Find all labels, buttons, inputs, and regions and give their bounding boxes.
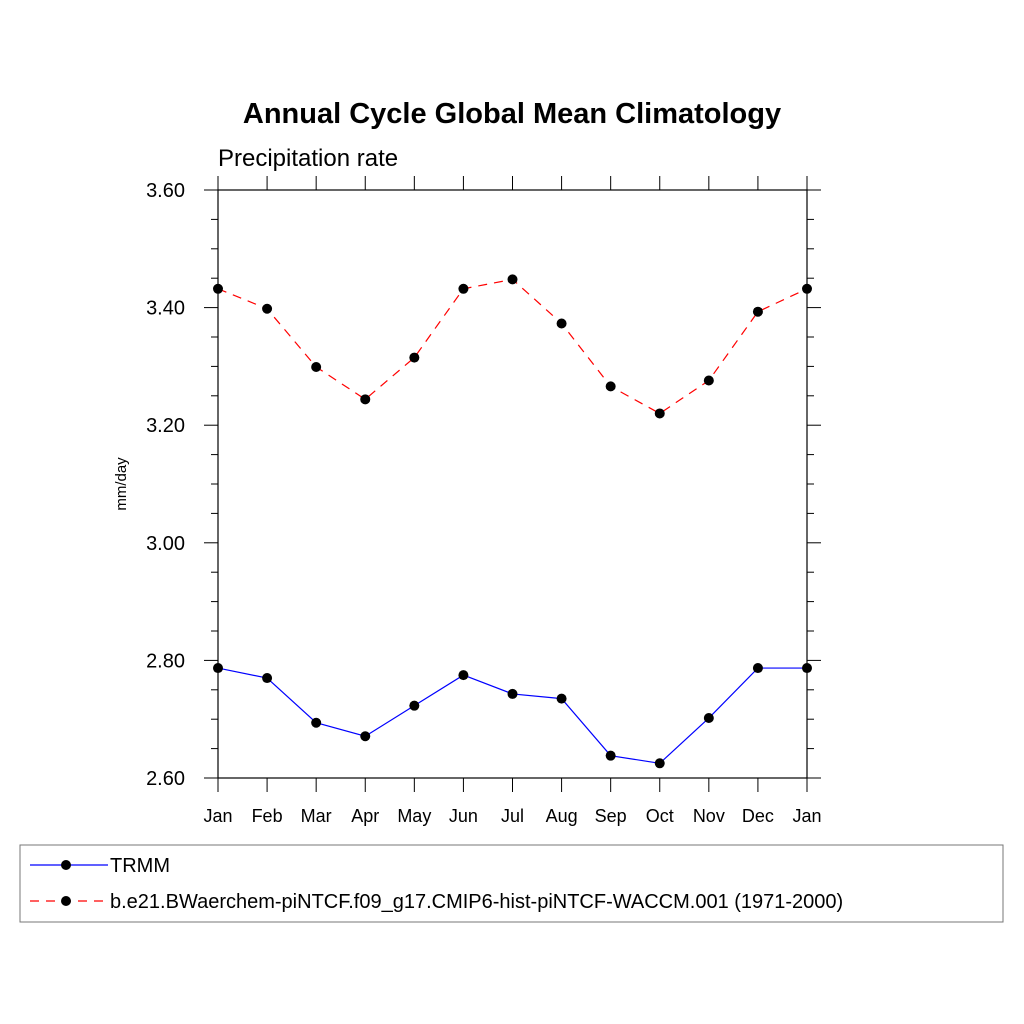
chart-subtitle: Precipitation rate <box>218 145 398 172</box>
series-1-point <box>360 394 371 405</box>
x-tick-label: Oct <box>646 806 674 826</box>
series-0-point <box>556 693 567 704</box>
series-1-point <box>213 283 223 294</box>
series-line-0 <box>217 667 807 764</box>
x-tick-label: May <box>397 806 431 826</box>
x-tick-label: Jan <box>792 806 821 826</box>
series-1-point <box>458 283 469 294</box>
y-axis-label: mm/day <box>113 457 130 511</box>
legend-box <box>19 844 1004 923</box>
axis-ticks <box>204 176 821 792</box>
y-tick-labels: 2.60 2.80 3.00 3.20 3.40 3.60 <box>146 180 185 790</box>
series-0-point <box>703 713 714 724</box>
series-1-point <box>605 381 616 392</box>
x-tick-label: Jun <box>449 806 478 826</box>
series-line-1 <box>217 278 808 415</box>
legend-marker-model <box>61 896 71 906</box>
series-1-point <box>802 283 812 294</box>
series-1-point <box>311 361 322 372</box>
legend-label-model: b.e21.BWaerchem-piNTCF.f09_g17.CMIP6-his… <box>110 891 843 913</box>
series-1-point <box>703 375 714 386</box>
x-tick-label: Jan <box>203 806 232 826</box>
y-tick-label: 3.40 <box>146 298 185 320</box>
series-markers <box>213 274 812 769</box>
series-0-point <box>507 688 518 699</box>
x-tick-label: Apr <box>351 806 379 826</box>
y-tick-label: 3.60 <box>146 180 185 202</box>
x-tick-label: Jul <box>501 806 524 826</box>
legend-label-trmm: TRMM <box>110 855 170 877</box>
series-0-point <box>409 700 420 711</box>
series-1-point <box>409 352 420 363</box>
series-0-point <box>311 717 322 728</box>
plot-frame <box>217 189 808 779</box>
x-tick-label: Feb <box>252 806 283 826</box>
legend: TRMM b.e21.BWaerchem-piNTCF.f09_g17.CMIP… <box>19 844 1004 923</box>
series-1-point <box>654 408 665 419</box>
y-tick-label: 3.20 <box>146 415 185 437</box>
x-tick-label: Dec <box>742 806 774 826</box>
series-0-point <box>654 758 665 769</box>
series-1-point <box>507 274 518 285</box>
series-0-point <box>262 673 273 684</box>
series-0-point <box>213 663 223 674</box>
y-tick-label: 3.00 <box>146 533 185 555</box>
x-tick-label: Nov <box>693 806 725 826</box>
series-1-point <box>556 318 567 329</box>
series-0-point <box>360 731 371 742</box>
series-0-point <box>752 663 763 674</box>
series-1-point <box>752 306 763 317</box>
legend-marker-trmm <box>61 860 71 870</box>
series-0-point <box>605 750 616 761</box>
series-1-point <box>262 303 273 314</box>
x-tick-labels: Jan Feb Mar Apr May Jun Jul Aug Sep Oct Nov Dec Jan <box>203 806 821 826</box>
x-tick-label: Mar <box>301 806 332 826</box>
y-tick-label: 2.80 <box>146 650 185 672</box>
x-tick-label: Aug <box>546 806 578 826</box>
chart-title: Annual Cycle Global Mean Climatology <box>243 98 781 130</box>
y-tick-label: 2.60 <box>146 768 185 790</box>
series-0-point <box>458 670 469 681</box>
series-0-point <box>802 663 812 674</box>
x-tick-label: Sep <box>595 806 627 826</box>
